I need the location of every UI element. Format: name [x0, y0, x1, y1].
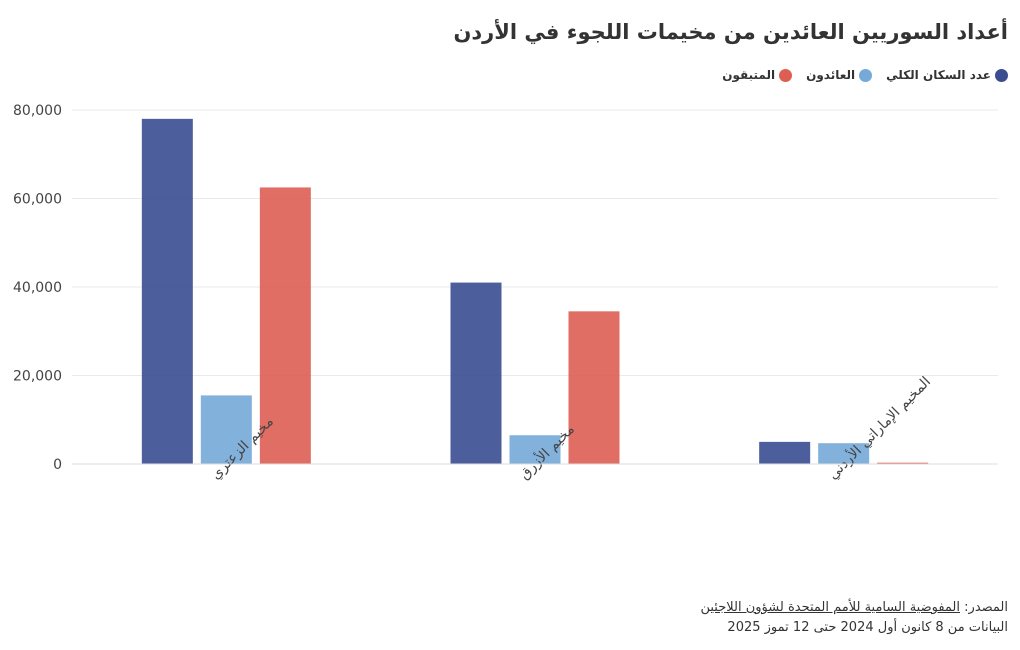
- y-tick-label: 20,000: [13, 369, 62, 385]
- legend-item-remaining[interactable]: المتبقون: [722, 68, 793, 82]
- bar-returned[interactable]: [509, 435, 561, 464]
- legend-swatch-remaining: [779, 68, 793, 82]
- source-link[interactable]: المفوضية السامية للأمم المتحدة لشؤون الل…: [700, 600, 961, 615]
- source-line: المصدر: المفوضية السامية للأمم المتحدة ل…: [700, 598, 1008, 618]
- legend-label-remaining: المتبقون: [722, 68, 776, 82]
- bar-returned[interactable]: [818, 443, 870, 464]
- y-tick-label: 0: [53, 457, 62, 473]
- legend-label-total: عدد السكان الكلي: [886, 68, 991, 82]
- chart-title: أعداد السوريين العائدين من مخيمات اللجوء…: [453, 20, 1008, 44]
- x-tick-label: المخيم الإماراتي الأردني: [824, 372, 934, 482]
- date-range: البيانات من 8 كانون أول 2024 حتى 12 تموز…: [727, 620, 1008, 635]
- legend-item-returned[interactable]: العائدون: [806, 68, 873, 82]
- bar-returned[interactable]: [200, 395, 252, 464]
- footer: المصدر: المفوضية السامية للأمم المتحدة ل…: [700, 598, 1008, 638]
- legend-label-returned: العائدون: [806, 68, 856, 82]
- legend-swatch-total: [995, 68, 1008, 82]
- source-prefix: المصدر:: [964, 600, 1008, 615]
- bar-remaining[interactable]: [259, 187, 311, 464]
- y-tick-label: 80,000: [13, 103, 62, 119]
- bar-total[interactable]: [759, 441, 811, 464]
- bar-remaining[interactable]: [877, 462, 929, 464]
- bar-total[interactable]: [450, 282, 502, 464]
- legend: عدد السكان الكلي العائدون المتبقون: [722, 68, 1008, 82]
- y-tick-label: 60,000: [13, 192, 62, 208]
- legend-swatch-returned: [859, 68, 873, 82]
- legend-item-total[interactable]: عدد السكان الكلي: [886, 68, 1008, 82]
- bar-total[interactable]: [141, 118, 193, 464]
- bar-remaining[interactable]: [568, 311, 620, 464]
- y-tick-label: 40,000: [13, 280, 62, 296]
